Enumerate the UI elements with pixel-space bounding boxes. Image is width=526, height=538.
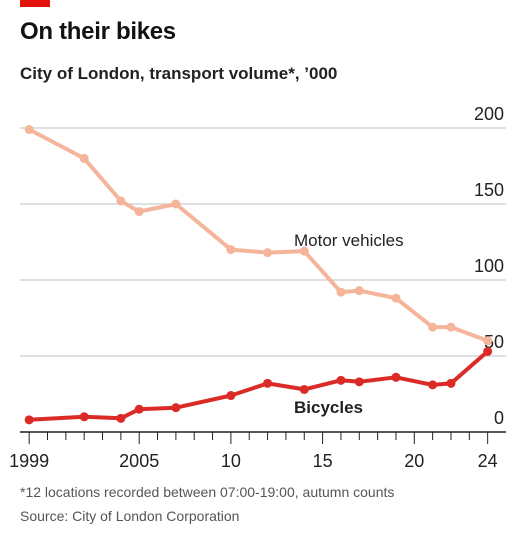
point-bike-2005 xyxy=(134,404,144,414)
point-bike-2017 xyxy=(354,377,364,387)
series-motor-vehicles xyxy=(24,125,493,346)
x-tick-label-2010: 10 xyxy=(221,451,241,471)
point-motor-2022 xyxy=(446,322,456,332)
legend-motor-vehicles: Motor vehicles xyxy=(294,231,404,250)
x-tick-label-2015: 15 xyxy=(313,451,333,471)
series-line-motor xyxy=(27,127,490,343)
y-tick-label-100: 100 xyxy=(474,256,504,276)
point-motor-2017 xyxy=(354,286,364,296)
series-line-bike xyxy=(27,349,490,422)
legend-bicycles: Bicycles xyxy=(294,398,363,417)
point-motor-2012 xyxy=(263,248,273,258)
point-bike-2002 xyxy=(79,412,89,422)
brand-tag xyxy=(20,0,50,7)
y-tick-label-0: 0 xyxy=(494,408,504,428)
point-motor-2005 xyxy=(134,207,144,217)
x-tick-label-2020: 20 xyxy=(404,451,424,471)
y-tick-label-150: 150 xyxy=(474,180,504,200)
point-bike-2021 xyxy=(428,380,438,390)
point-motor-2014 xyxy=(299,246,309,256)
point-motor-2010 xyxy=(226,245,236,255)
point-bike-2019 xyxy=(391,372,401,382)
chart-subtitle: City of London, transport volume*, ’000 xyxy=(20,64,338,83)
grid-lines xyxy=(20,127,506,357)
point-motor-2004 xyxy=(116,196,126,206)
point-bike-2010 xyxy=(226,391,236,401)
y-tick-label-200: 200 xyxy=(474,104,504,124)
point-bike-2012 xyxy=(263,378,273,388)
point-bike-2007 xyxy=(171,403,181,413)
point-motor-2016 xyxy=(336,287,346,297)
footnote: *12 locations recorded between 07:00-19:… xyxy=(20,484,395,500)
point-motor-2002 xyxy=(79,153,89,163)
x-tick-label-2005: 2005 xyxy=(119,451,159,471)
x-tick-label-1999: 1999 xyxy=(9,451,49,471)
x-axis: 1999 2005 10 15 20 24 xyxy=(9,431,506,471)
source-note: Source: City of London Corporation xyxy=(20,508,240,524)
x-tick-label-2024: 24 xyxy=(478,451,498,471)
point-bike-2024 xyxy=(483,346,493,356)
point-bike-2022 xyxy=(446,378,456,388)
point-motor-2024 xyxy=(483,336,493,346)
point-motor-2007 xyxy=(171,199,181,209)
point-bike-2004 xyxy=(116,413,126,423)
point-motor-2021 xyxy=(428,322,438,332)
point-bike-2014 xyxy=(299,384,309,394)
point-motor-2019 xyxy=(391,293,401,303)
point-bike-2016 xyxy=(336,375,346,385)
series-bicycles xyxy=(24,346,493,425)
point-motor-1999 xyxy=(24,125,34,135)
chart-title: On their bikes xyxy=(20,18,176,45)
point-bike-1999 xyxy=(24,415,34,425)
